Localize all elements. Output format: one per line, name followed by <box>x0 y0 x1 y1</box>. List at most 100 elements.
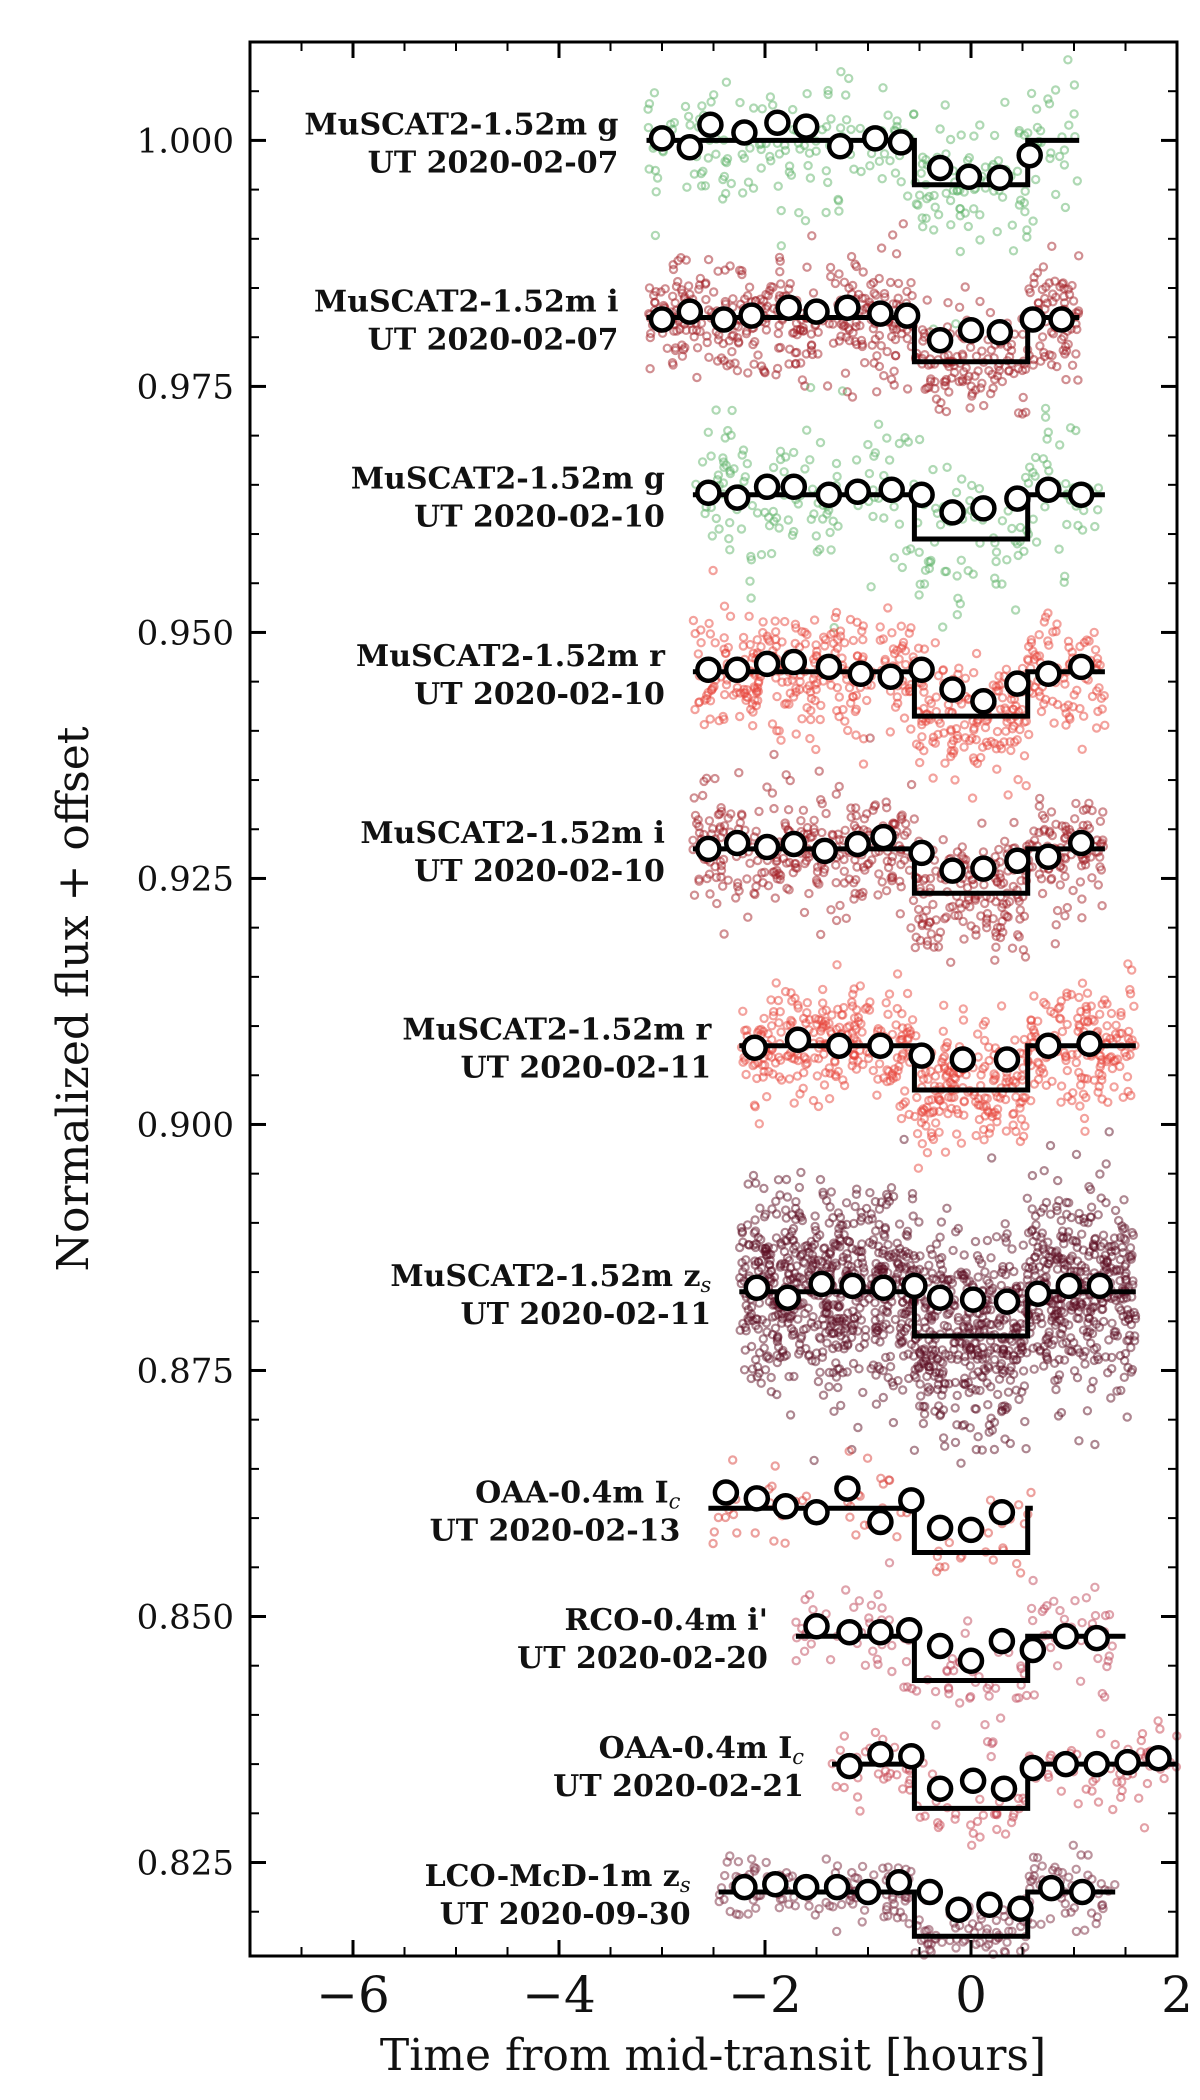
scatter-point <box>1029 1028 1040 1038</box>
scatter-point <box>754 1368 764 1378</box>
scatter-point <box>825 1654 836 1665</box>
scatter-point <box>906 1866 916 1877</box>
scatter-point <box>988 914 998 924</box>
scatter-point <box>1033 1242 1043 1252</box>
scatter-point <box>1125 1050 1135 1060</box>
scatter-point <box>921 1066 931 1077</box>
scatter-point <box>943 1108 953 1119</box>
scatter-point <box>774 320 784 331</box>
scatter-point <box>898 219 909 229</box>
scatter-point <box>959 934 969 944</box>
scatter-point <box>1067 360 1078 370</box>
scatter-point <box>956 130 966 140</box>
scatter-point <box>770 893 781 903</box>
scatter-point <box>725 545 735 555</box>
scatter-point <box>915 741 925 751</box>
scatter-point <box>1107 1352 1117 1363</box>
scatter-point <box>1075 1676 1086 1687</box>
scatter-point <box>891 249 902 259</box>
scatter-point <box>738 632 749 643</box>
scatter-point <box>1052 1175 1063 1186</box>
scatter-point <box>928 773 938 783</box>
scatter-point <box>1089 627 1099 638</box>
scatter-point <box>881 998 891 1008</box>
scatter-point <box>892 1532 902 1542</box>
scatter-point <box>708 824 718 834</box>
scatter-point <box>1041 1197 1052 1208</box>
scatter-point <box>1099 691 1109 701</box>
scatter-point <box>821 207 831 218</box>
scatter-point <box>832 471 842 482</box>
scatter-point <box>996 1406 1007 1417</box>
scatter-point <box>953 1108 963 1119</box>
scatter-point <box>852 651 863 661</box>
scatter-point <box>811 146 821 156</box>
binned-point <box>887 129 915 156</box>
scatter-point <box>957 851 967 861</box>
scatter-point <box>1029 1265 1040 1275</box>
scatter-point <box>713 470 724 480</box>
scatter-point <box>748 721 758 731</box>
scatter-point <box>992 226 1002 237</box>
scatter-point <box>1059 145 1070 155</box>
scatter-point <box>697 101 707 111</box>
scatter-point <box>805 173 816 183</box>
scatter-point <box>976 1371 987 1381</box>
scatter-point <box>801 1059 811 1070</box>
scatter-point <box>817 1256 828 1267</box>
scatter-point <box>748 183 759 193</box>
scatter-point <box>708 683 718 693</box>
scatter-point <box>728 1509 739 1520</box>
scatter-point <box>1031 1220 1041 1230</box>
scatter-point <box>1093 483 1104 493</box>
scatter-point <box>1054 151 1065 162</box>
scatter-point <box>933 942 944 952</box>
scatter-point <box>984 1128 995 1138</box>
scatter-point <box>929 942 939 952</box>
scatter-point <box>774 726 784 736</box>
scatter-point <box>718 881 728 891</box>
scatter-point <box>888 1381 899 1391</box>
scatter-point <box>957 842 968 852</box>
scatter-point <box>834 711 844 722</box>
scatter-point <box>733 878 743 888</box>
scatter-point <box>1094 683 1104 693</box>
scatter-point <box>1093 880 1104 890</box>
scatter-point <box>726 178 737 189</box>
scatter-point <box>907 1194 918 1204</box>
scatter-point <box>1009 721 1019 731</box>
scatter-point <box>965 1361 976 1371</box>
scatter-point <box>1119 1355 1130 1366</box>
scatter-point <box>857 1258 868 1268</box>
scatter-point <box>721 460 731 470</box>
scatter-point <box>961 1343 972 1353</box>
scatter-point <box>1104 1651 1115 1661</box>
scatter-point <box>757 1315 767 1325</box>
scatter-point <box>731 893 741 903</box>
scatter-point <box>930 202 940 212</box>
scatter-point <box>781 1213 792 1223</box>
scatter-point <box>853 1326 863 1336</box>
scatter-point <box>1115 1792 1126 1803</box>
scatter-point <box>855 321 865 331</box>
scatter-point <box>941 566 952 577</box>
scatter-point <box>971 351 982 361</box>
scatter-point <box>1059 160 1070 170</box>
scatter-point <box>902 827 912 837</box>
scatter-point <box>737 450 747 460</box>
scatter-point <box>1016 1114 1027 1124</box>
scatter-point <box>931 1720 941 1730</box>
scatter-point <box>1013 550 1023 561</box>
scatter-point <box>851 455 862 465</box>
scatter-point <box>823 89 833 100</box>
scatter-point <box>765 92 776 102</box>
scatter-point <box>751 1178 761 1188</box>
scatter-point <box>876 1197 887 1207</box>
scatter-point <box>908 1211 918 1221</box>
scatter-point <box>1057 279 1067 289</box>
scatter-point <box>722 153 733 164</box>
scatter-point <box>828 628 839 638</box>
binned-point <box>1076 1030 1103 1058</box>
scatter-point <box>910 1253 921 1264</box>
scatter-point <box>1014 1500 1024 1510</box>
